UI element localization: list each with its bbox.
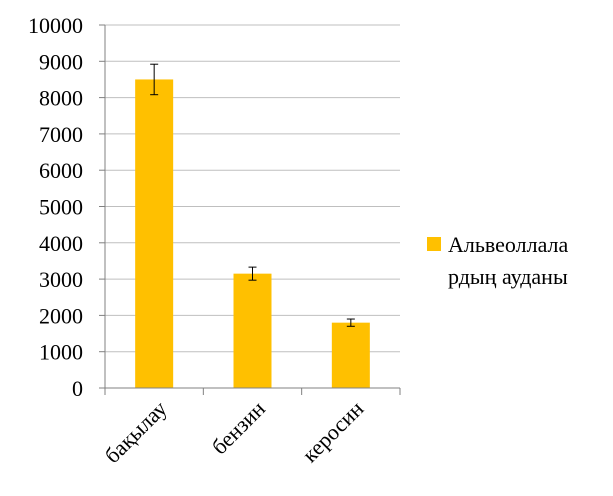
y-tick-label: 1000 [39,340,83,365]
y-tick-label: 5000 [39,195,83,220]
x-tick-label: керосин [297,396,368,467]
y-axis: 0 1000 2000 3000 4000 5000 6000 7000 8000 9000 100… [28,13,106,401]
bar-2 [233,273,272,388]
y-tick-label: 8000 [39,86,83,111]
bar-3 [331,322,370,388]
x-tick-label: бақылау [100,396,172,468]
bar-1 [135,79,174,388]
y-tick-label: 4000 [39,231,83,256]
y-tick-label: 6000 [39,158,83,183]
y-tick-label: 10000 [28,13,83,38]
legend-swatch [427,237,441,251]
legend-label-line-2: рдың ауданы [448,264,568,289]
y-tick-label: 2000 [39,303,83,328]
error-bars [150,63,355,327]
y-tick-label: 7000 [39,122,83,147]
y-tick-label: 3000 [39,267,83,292]
x-axis: бақылау бензин керосин [100,387,401,468]
y-tick-label: 0 [72,376,83,401]
bars [135,79,370,388]
legend: Альвеоллала рдың ауданы [427,232,569,289]
y-tick-label: 9000 [39,49,83,74]
legend-label-line-1: Альвеоллала [448,232,569,257]
x-tick-label: бензин [207,396,271,460]
